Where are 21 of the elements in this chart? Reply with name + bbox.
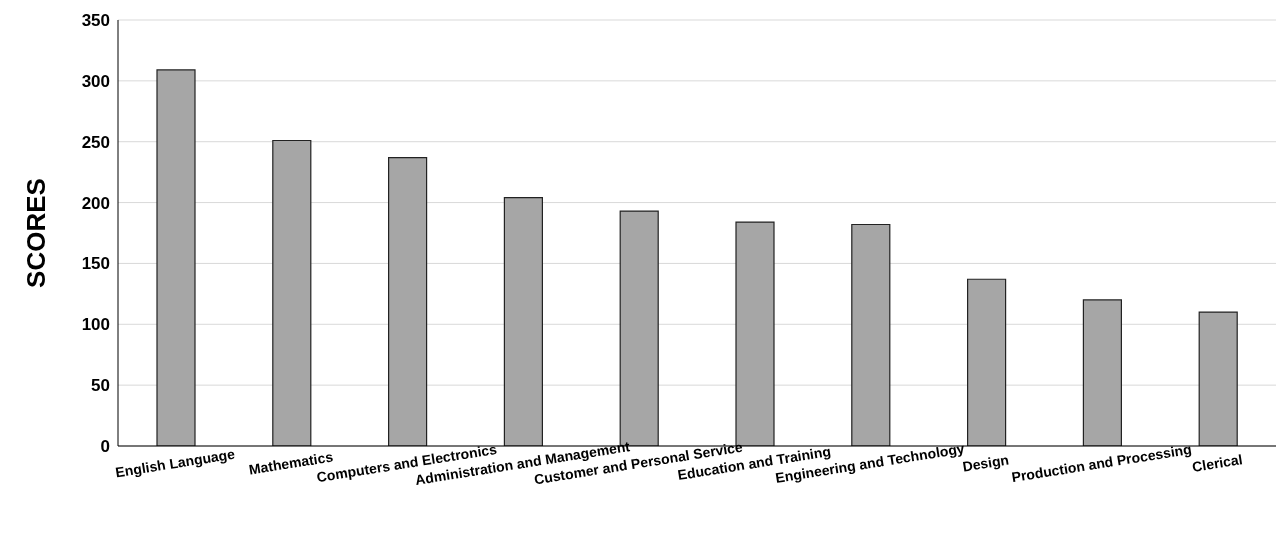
y-tick-label: 250 (81, 132, 110, 152)
y-tick-label: 50 (91, 376, 110, 396)
bar (156, 69, 196, 446)
bar (272, 139, 312, 446)
bar (851, 223, 891, 446)
bar (735, 221, 775, 446)
y-tick-label: 150 (81, 254, 110, 274)
x-tick-label: Production and Processing (1010, 440, 1193, 486)
y-tick-label: 0 (100, 437, 110, 457)
bar (388, 156, 428, 446)
bar (503, 197, 543, 446)
y-tick-label: 350 (81, 11, 110, 31)
bar (967, 278, 1007, 446)
x-tick-label: Clerical (1191, 451, 1244, 475)
x-tick-label: English Language (114, 445, 237, 481)
y-tick-label: 200 (81, 193, 110, 213)
y-tick-label: 100 (81, 315, 110, 335)
y-tick-label: 300 (81, 71, 110, 91)
y-axis-title: SCORES (21, 178, 52, 288)
bar (1198, 311, 1238, 446)
bar (1082, 299, 1122, 446)
